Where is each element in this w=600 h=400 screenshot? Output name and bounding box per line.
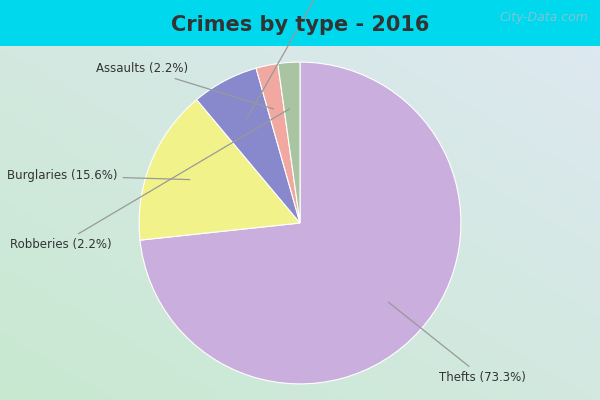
Wedge shape bbox=[278, 62, 300, 223]
Text: Auto thefts (6.7%): Auto thefts (6.7%) bbox=[247, 0, 376, 118]
Text: Crimes by type - 2016: Crimes by type - 2016 bbox=[171, 15, 429, 35]
Wedge shape bbox=[139, 100, 300, 240]
Text: Thefts (73.3%): Thefts (73.3%) bbox=[388, 302, 526, 384]
Text: Assaults (2.2%): Assaults (2.2%) bbox=[97, 62, 274, 109]
Wedge shape bbox=[197, 68, 300, 223]
Text: City-Data.com: City-Data.com bbox=[499, 10, 588, 24]
Text: Robberies (2.2%): Robberies (2.2%) bbox=[10, 109, 289, 251]
Wedge shape bbox=[256, 64, 300, 223]
Wedge shape bbox=[140, 62, 461, 384]
Text: Burglaries (15.6%): Burglaries (15.6%) bbox=[7, 169, 190, 182]
